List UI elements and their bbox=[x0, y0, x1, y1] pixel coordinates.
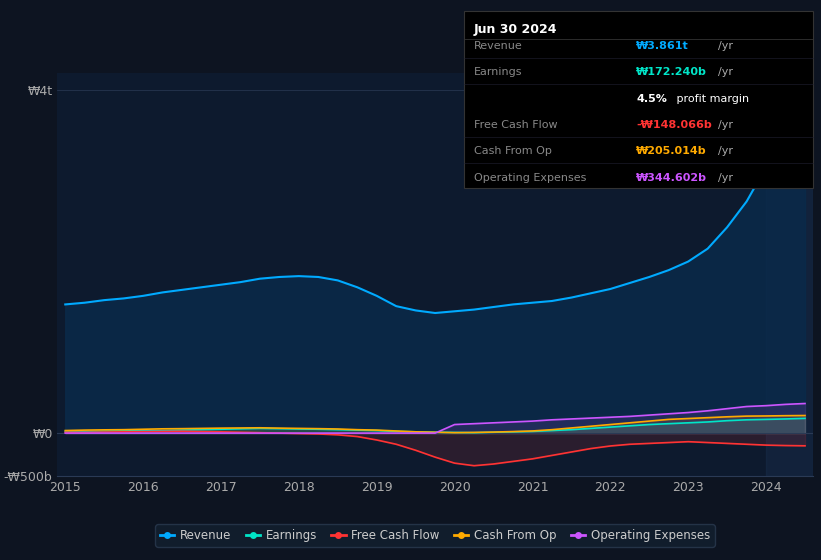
Text: 4.5%: 4.5% bbox=[636, 94, 667, 104]
Text: Operating Expenses: Operating Expenses bbox=[474, 172, 586, 183]
Text: Revenue: Revenue bbox=[474, 41, 522, 51]
Text: Earnings: Earnings bbox=[474, 67, 522, 77]
Text: -₩148.066b: -₩148.066b bbox=[636, 120, 712, 130]
Text: Jun 30 2024: Jun 30 2024 bbox=[474, 22, 557, 36]
Legend: Revenue, Earnings, Free Cash Flow, Cash From Op, Operating Expenses: Revenue, Earnings, Free Cash Flow, Cash … bbox=[155, 524, 715, 547]
Bar bbox=[766, 73, 813, 476]
Text: /yr: /yr bbox=[718, 41, 733, 51]
Text: ₩205.014b: ₩205.014b bbox=[636, 146, 707, 156]
Text: Cash From Op: Cash From Op bbox=[474, 146, 552, 156]
Text: /yr: /yr bbox=[718, 172, 733, 183]
Text: ₩172.240b: ₩172.240b bbox=[636, 67, 707, 77]
Text: ₩3.861t: ₩3.861t bbox=[636, 41, 689, 51]
Text: ₩344.602b: ₩344.602b bbox=[636, 172, 707, 183]
Text: Free Cash Flow: Free Cash Flow bbox=[474, 120, 557, 130]
Text: profit margin: profit margin bbox=[673, 94, 750, 104]
Text: /yr: /yr bbox=[718, 146, 733, 156]
Text: /yr: /yr bbox=[718, 120, 733, 130]
Text: /yr: /yr bbox=[718, 67, 733, 77]
